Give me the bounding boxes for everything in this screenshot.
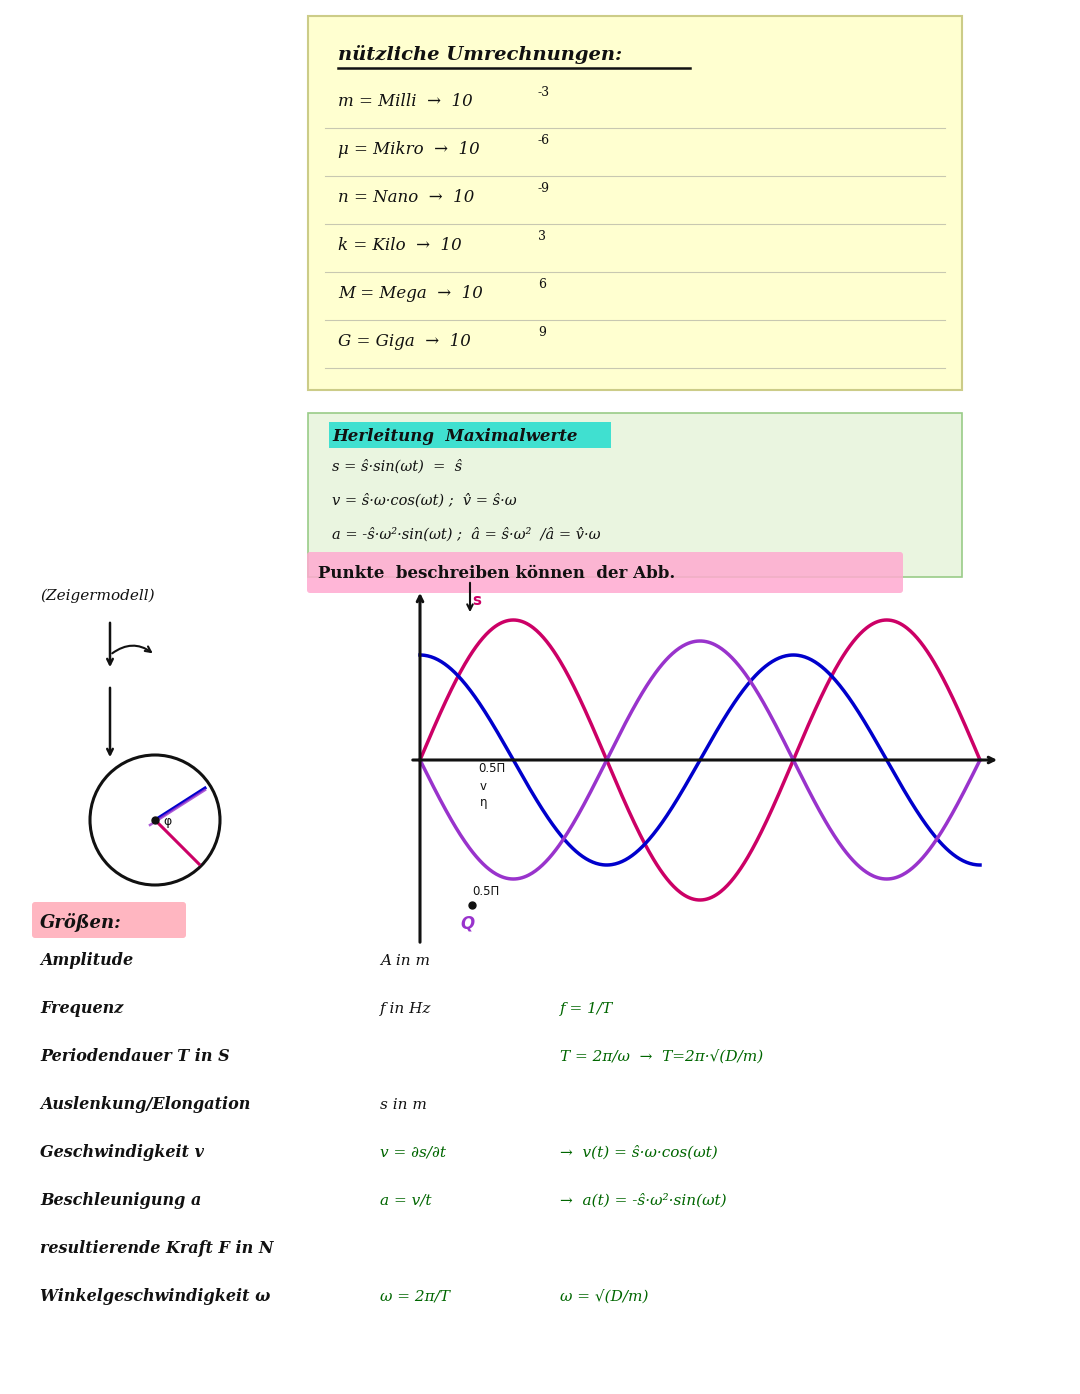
Text: resultierende Kraft F in N: resultierende Kraft F in N bbox=[40, 1241, 273, 1257]
Text: m = Milli  →  10: m = Milli → 10 bbox=[338, 93, 473, 110]
Text: 3: 3 bbox=[538, 230, 546, 243]
Text: →  a(t) = -ŝ·ω²·sin(ωt): → a(t) = -ŝ·ω²·sin(ωt) bbox=[561, 1193, 727, 1209]
Text: φ: φ bbox=[163, 815, 172, 828]
Text: n = Nano  →  10: n = Nano → 10 bbox=[338, 190, 474, 206]
Text: a = -ŝ·ω²·sin(ωt) ;  â = ŝ·ω²  /â = v̂·ω: a = -ŝ·ω²·sin(ωt) ; â = ŝ·ω² /â = v̂·ω bbox=[332, 528, 600, 542]
Text: A in m: A in m bbox=[380, 953, 430, 967]
Text: s in m: s in m bbox=[380, 1098, 427, 1112]
Text: Auslenkung/Elongation: Auslenkung/Elongation bbox=[40, 1096, 251, 1112]
Text: →  v(t) = ŝ·ω·cos(ωt): → v(t) = ŝ·ω·cos(ωt) bbox=[561, 1146, 718, 1160]
Text: v: v bbox=[480, 781, 487, 793]
Text: v = ŝ·ω·cos(ωt) ;  v̂ = ŝ·ω: v = ŝ·ω·cos(ωt) ; v̂ = ŝ·ω bbox=[332, 493, 516, 507]
Text: -9: -9 bbox=[538, 183, 550, 195]
Text: k = Kilo  →  10: k = Kilo → 10 bbox=[338, 237, 462, 254]
Text: Periodendauer T in S: Periodendauer T in S bbox=[40, 1048, 230, 1065]
Text: v = ∂s/∂t: v = ∂s/∂t bbox=[380, 1146, 446, 1160]
Text: nützliche Umrechnungen:: nützliche Umrechnungen: bbox=[338, 45, 622, 64]
FancyBboxPatch shape bbox=[308, 15, 962, 390]
Text: μ = Mikro  →  10: μ = Mikro → 10 bbox=[338, 141, 480, 158]
Text: a = v/t: a = v/t bbox=[380, 1195, 432, 1209]
FancyBboxPatch shape bbox=[308, 413, 962, 577]
FancyBboxPatch shape bbox=[32, 902, 186, 938]
Text: Beschleunigung a: Beschleunigung a bbox=[40, 1192, 201, 1209]
Text: Q: Q bbox=[460, 914, 474, 933]
Text: Punkte  beschreiben können  der Abb.: Punkte beschreiben können der Abb. bbox=[318, 565, 675, 583]
FancyBboxPatch shape bbox=[307, 552, 903, 592]
Text: ω = √(D/m): ω = √(D/m) bbox=[561, 1289, 648, 1303]
Text: Größen:: Größen: bbox=[40, 913, 122, 933]
Text: Herleitung  Maximalwerte: Herleitung Maximalwerte bbox=[332, 428, 578, 445]
Text: s: s bbox=[472, 592, 481, 608]
Text: η: η bbox=[480, 796, 487, 809]
Text: Amplitude: Amplitude bbox=[40, 952, 133, 969]
Text: 0.5Π: 0.5Π bbox=[472, 885, 499, 898]
Text: G = Giga  →  10: G = Giga → 10 bbox=[338, 333, 471, 350]
Text: Frequenz: Frequenz bbox=[40, 999, 123, 1018]
Text: (Zeigermodell): (Zeigermodell) bbox=[40, 588, 154, 604]
Text: ω = 2π/T: ω = 2π/T bbox=[380, 1289, 450, 1303]
Text: f = 1/T: f = 1/T bbox=[561, 1002, 613, 1016]
Text: -3: -3 bbox=[538, 86, 550, 99]
Text: 6: 6 bbox=[538, 277, 546, 291]
Text: 0.5Π: 0.5Π bbox=[478, 763, 505, 775]
Text: f in Hz: f in Hz bbox=[380, 1002, 431, 1016]
Text: s = ŝ·sin(ωt)  =  ŝ: s = ŝ·sin(ωt) = ŝ bbox=[332, 460, 462, 474]
Text: Winkelgeschwindigkeit ω: Winkelgeschwindigkeit ω bbox=[40, 1288, 270, 1305]
Text: T = 2π/ω  →  T=2π·√(D/m): T = 2π/ω → T=2π·√(D/m) bbox=[561, 1050, 764, 1064]
Text: Geschwindigkeit v: Geschwindigkeit v bbox=[40, 1144, 204, 1161]
FancyBboxPatch shape bbox=[329, 422, 611, 447]
Text: 9: 9 bbox=[538, 326, 545, 339]
Text: M = Mega  →  10: M = Mega → 10 bbox=[338, 284, 483, 302]
Text: -6: -6 bbox=[538, 134, 550, 146]
